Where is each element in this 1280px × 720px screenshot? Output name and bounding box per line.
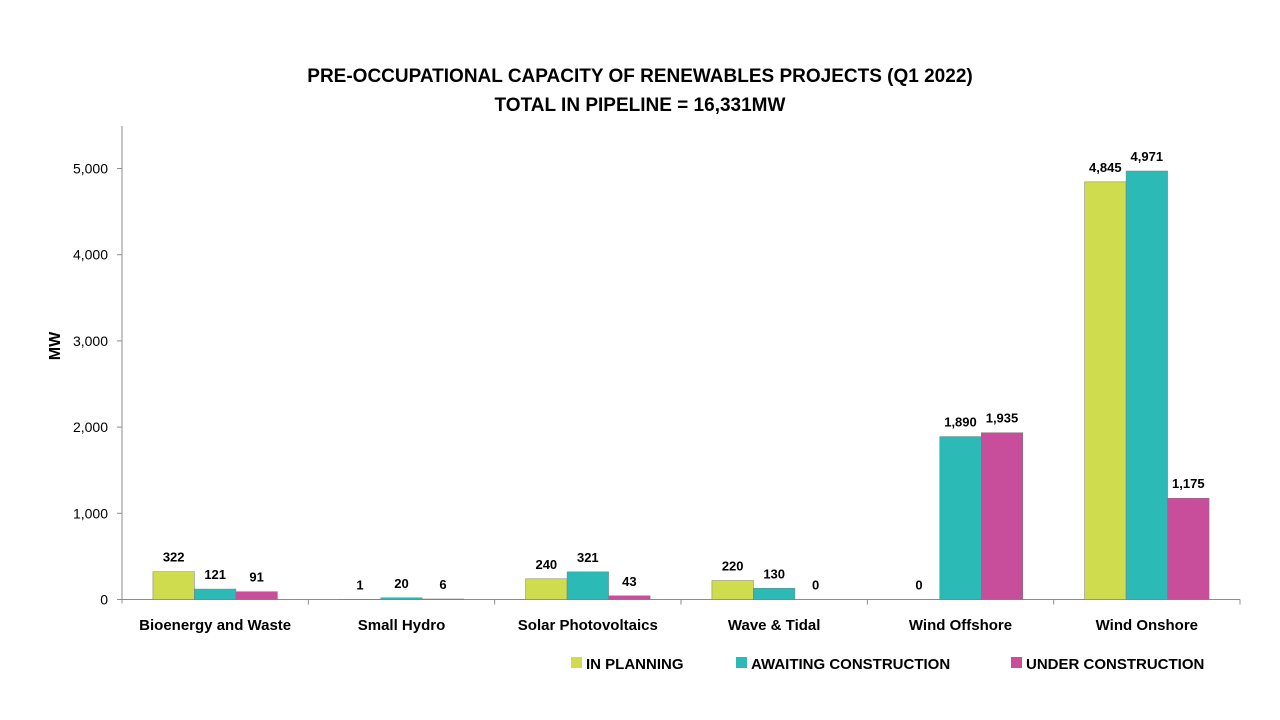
chart-title: PRE-OCCUPATIONAL CAPACITY OF RENEWABLES … xyxy=(307,66,973,87)
data-label: 4,971 xyxy=(1131,149,1164,164)
bar xyxy=(525,578,568,600)
bar xyxy=(422,598,464,600)
bar xyxy=(380,597,423,600)
chart-subtitle: TOTAL IN PIPELINE = 16,331MW xyxy=(494,95,786,116)
data-label: 322 xyxy=(163,550,185,565)
data-label: 1 xyxy=(356,577,363,592)
y-tick-label: 1,000 xyxy=(73,505,108,521)
bar xyxy=(1084,181,1127,600)
data-label: 20 xyxy=(394,576,408,591)
data-label: 0 xyxy=(915,578,922,593)
bar xyxy=(608,595,651,600)
legend-label: AWAITING CONSTRUCTION xyxy=(751,656,950,673)
legend-swatch xyxy=(1011,657,1022,668)
x-tick-label: Wind Offshore xyxy=(909,617,1012,634)
data-label: 4,845 xyxy=(1089,160,1122,175)
data-label: 220 xyxy=(722,559,744,574)
legend-label: UNDER CONSTRUCTION xyxy=(1026,656,1204,673)
bar xyxy=(981,432,1023,600)
y-tick-label: 0 xyxy=(100,592,108,608)
data-labels: 322 121 91 1 20 6 240 321 43 220 130 0 0 1,890 1,935 4,… xyxy=(163,149,1205,593)
bar xyxy=(235,591,278,600)
bar xyxy=(1125,170,1168,600)
bar xyxy=(194,588,237,600)
chart-title-block: PRE-OCCUPATIONAL CAPACITY OF RENEWABLES … xyxy=(0,62,1280,120)
bar xyxy=(566,571,609,600)
data-label: 6 xyxy=(439,577,446,592)
data-label: 121 xyxy=(204,567,226,582)
data-label: 1,890 xyxy=(944,415,977,430)
data-label: 130 xyxy=(763,566,785,581)
legend: IN PLANNING AWAITING CONSTRUCTION UNDER CO… xyxy=(571,656,1204,673)
data-label: 91 xyxy=(249,570,263,585)
data-label: 240 xyxy=(535,557,557,572)
legend-swatch xyxy=(736,657,747,668)
data-label: 1,935 xyxy=(986,411,1019,426)
bar xyxy=(753,588,796,600)
x-tick-label: Solar Photovoltaics xyxy=(518,617,658,634)
axes: 0 1,000 2,000 3,000 4,000 5,000 MW Bioenergy an… xyxy=(47,126,1241,634)
x-tick-label: Bioenergy and Waste xyxy=(139,617,291,634)
x-tick-label: Small Hydro xyxy=(358,617,446,634)
data-label: 1,175 xyxy=(1172,476,1205,491)
legend-label: IN PLANNING xyxy=(586,656,684,673)
y-axis-label: MW xyxy=(47,331,64,360)
bar xyxy=(152,571,195,600)
x-tick-label: Wind Onshore xyxy=(1096,617,1198,634)
y-tick-label: 2,000 xyxy=(73,419,108,435)
bar xyxy=(939,436,982,600)
data-label: 321 xyxy=(577,550,599,565)
x-tick-label: Wave & Tidal xyxy=(728,617,821,634)
legend-swatch xyxy=(571,657,582,668)
y-tick-label: 5,000 xyxy=(73,161,108,177)
data-label: 43 xyxy=(622,574,636,589)
bar xyxy=(1167,497,1210,600)
bars xyxy=(152,170,1210,600)
y-tick-label: 3,000 xyxy=(73,333,108,349)
bar xyxy=(711,580,754,600)
y-tick-label: 4,000 xyxy=(73,247,108,263)
data-label: 0 xyxy=(812,578,819,593)
